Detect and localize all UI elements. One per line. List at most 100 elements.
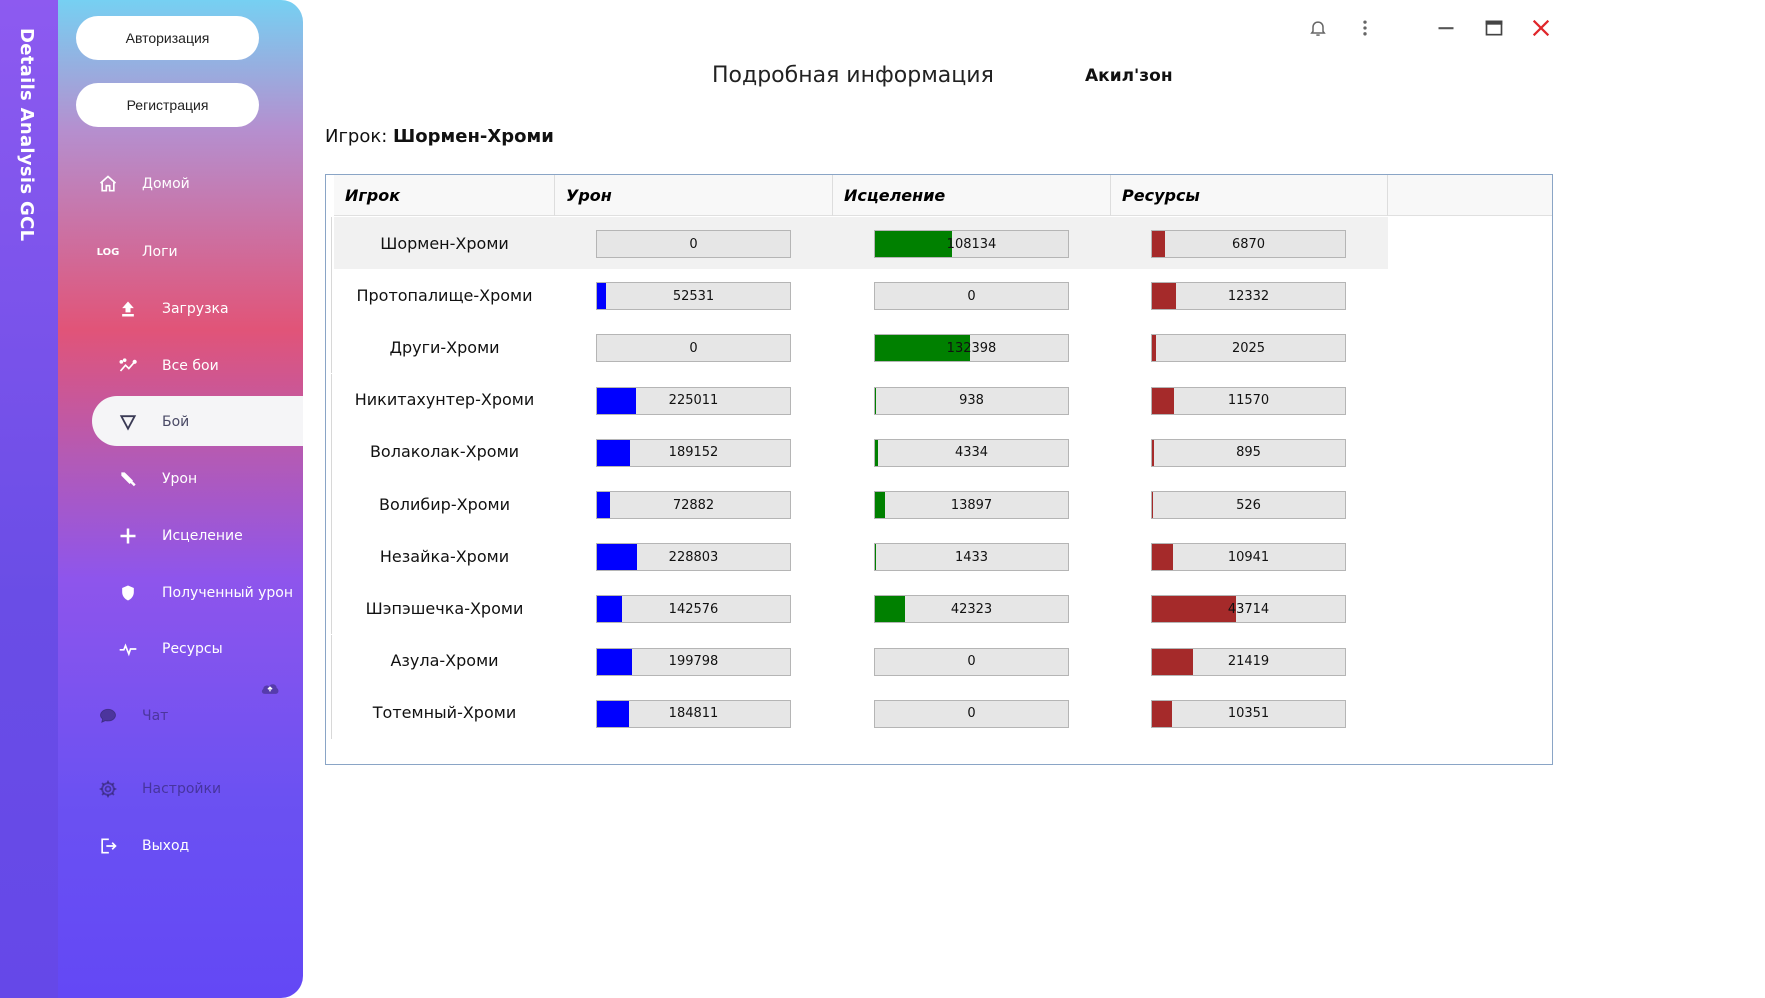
table-row[interactable]: Волаколак-Хроми 189152 4334 895 (331, 425, 1388, 478)
resources-bar-fill (1152, 283, 1176, 310)
damage-value: 225011 (668, 393, 719, 409)
player-name-cell: Волаколак-Хроми (369, 442, 520, 462)
chat-icon (96, 704, 120, 728)
damage-value: 142576 (668, 601, 719, 617)
damage-bar: 228803 (596, 543, 791, 572)
player-name-cell: Волибир-Хроми (379, 494, 510, 514)
healing-value: 4334 (954, 445, 989, 461)
player-name: Шормен-Хроми (393, 126, 554, 147)
table-row[interactable]: Протопалище-Хроми 52531 0 12332 (331, 269, 1388, 322)
resources-bar: 21419 (1151, 647, 1346, 676)
sidebar-item-label: Настройки (142, 781, 222, 797)
sidebar-item-resources[interactable]: Ресурсы (116, 637, 223, 661)
resources-bar: 10351 (1151, 699, 1346, 728)
sidebar-item-label: Ресурсы (162, 641, 223, 657)
resources-bar: 895 (1151, 438, 1346, 467)
resources-value: 6870 (1231, 236, 1266, 252)
sidebar-item-damage[interactable]: Урон (116, 467, 197, 491)
table-row[interactable]: Незайка-Хроми 228803 1433 10941 (331, 530, 1388, 583)
minimize-icon[interactable] (1432, 14, 1460, 42)
healing-bar: 13897 (874, 491, 1069, 519)
encounter-name: Акил'зон (1085, 66, 1173, 86)
healing-value: 108134 (946, 236, 997, 252)
triangle-down-icon (116, 410, 140, 434)
table-row[interactable]: Волибир-Хроми 72882 13897 526 (331, 478, 1388, 530)
sidebar-item-logout[interactable]: Выход (96, 834, 189, 858)
table-row[interactable]: Тотемный-Хроми 184811 0 10351 (331, 686, 1388, 739)
resources-bar-fill (1152, 439, 1154, 466)
home-icon (96, 172, 120, 196)
resources-bar: 2025 (1151, 334, 1346, 363)
damage-value: 52531 (672, 288, 715, 304)
sidebar-item-label: Исцеление (162, 528, 243, 544)
healing-value: 0 (967, 654, 976, 670)
app-strip: Details Analysis GCL (0, 0, 58, 998)
healing-bar: 4334 (874, 438, 1069, 467)
damage-bar: 184811 (596, 699, 791, 728)
column-header-resources[interactable]: Ресурсы (1111, 175, 1388, 216)
damage-bar-fill (597, 387, 637, 414)
all-fights-icon (116, 354, 140, 378)
table-row[interactable]: Други-Хроми 0 132398 2025 (331, 321, 1388, 374)
damage-bar-fill (597, 439, 631, 466)
table-row[interactable]: Азула-Хроми 199798 0 21419 (331, 634, 1388, 687)
healing-bar: 0 (874, 699, 1069, 728)
resources-value: 12332 (1227, 288, 1270, 304)
upload-icon (116, 297, 140, 321)
damage-bar-fill (597, 596, 622, 623)
login-button[interactable]: Авторизация (76, 16, 259, 60)
resources-bar: 10941 (1151, 543, 1346, 572)
healing-bar-fill (875, 387, 876, 414)
sidebar-item-chat[interactable]: Чат (96, 704, 168, 728)
sidebar-item-all-fights[interactable]: Все бои (116, 354, 219, 378)
more-vert-icon[interactable] (1351, 14, 1379, 42)
row-divider (331, 478, 332, 530)
table-row[interactable]: Никитахунтер-Хроми 225011 938 11570 (331, 373, 1388, 426)
healing-bar-fill (875, 335, 970, 362)
resources-bar-fill (1152, 335, 1156, 362)
healing-value: 0 (967, 288, 976, 304)
row-divider (331, 321, 332, 374)
healing-bar: 938 (874, 386, 1069, 415)
close-icon[interactable] (1527, 14, 1555, 42)
resources-bar: 6870 (1151, 230, 1346, 258)
register-button[interactable]: Регистрация (76, 83, 259, 127)
healing-bar-fill (875, 544, 877, 571)
sidebar-item-healing[interactable]: Исцеление (116, 524, 243, 548)
resources-bar: 11570 (1151, 386, 1346, 415)
damage-value: 0 (689, 340, 698, 356)
sidebar-item-upload[interactable]: Загрузка (116, 297, 229, 321)
maximize-icon[interactable] (1480, 14, 1508, 42)
table-row[interactable]: Шэпэшечка-Хроми 142576 42323 43714 (331, 582, 1388, 635)
sidebar-item-fight[interactable]: Бой (116, 410, 189, 434)
healing-value: 0 (967, 706, 976, 722)
healing-bar-fill (875, 596, 906, 623)
healing-value: 1433 (954, 549, 989, 565)
players-table: Игрок Урон Исцеление Ресурсы Шормен-Хром… (325, 174, 1553, 765)
column-header-player[interactable]: Игрок (334, 175, 555, 216)
table-row[interactable]: Шормен-Хроми 0 108134 6870 (331, 217, 1388, 269)
table-header: Игрок Урон Исцеление Ресурсы (334, 175, 1552, 216)
healing-bar: 42323 (874, 595, 1069, 624)
log-icon: LOG (96, 246, 120, 258)
player-name-cell: Други-Хроми (389, 337, 500, 357)
player-name-cell: Шэпэшечка-Хроми (365, 598, 524, 618)
bell-icon[interactable] (1304, 14, 1332, 42)
cloud-upload-icon[interactable] (260, 680, 280, 696)
row-divider (331, 634, 332, 687)
resources-bar: 526 (1151, 491, 1346, 519)
sidebar-item-home[interactable]: Домой (96, 172, 190, 196)
damage-value: 0 (689, 236, 698, 252)
sidebar-item-settings[interactable]: Настройки (96, 777, 221, 801)
column-header-damage[interactable]: Урон (555, 175, 833, 216)
resources-bar: 12332 (1151, 282, 1346, 311)
plus-icon (116, 524, 140, 548)
sidebar-item-damage-taken[interactable]: Полученный урон (116, 581, 293, 605)
column-header-healing[interactable]: Исцеление (833, 175, 1111, 216)
row-divider (331, 373, 332, 426)
healing-value: 42323 (950, 601, 993, 617)
sidebar-item-logs[interactable]: LOG Логи (96, 240, 178, 264)
healing-value: 938 (959, 393, 984, 409)
damage-bar-fill (597, 544, 638, 571)
damage-value: 72882 (672, 497, 715, 513)
